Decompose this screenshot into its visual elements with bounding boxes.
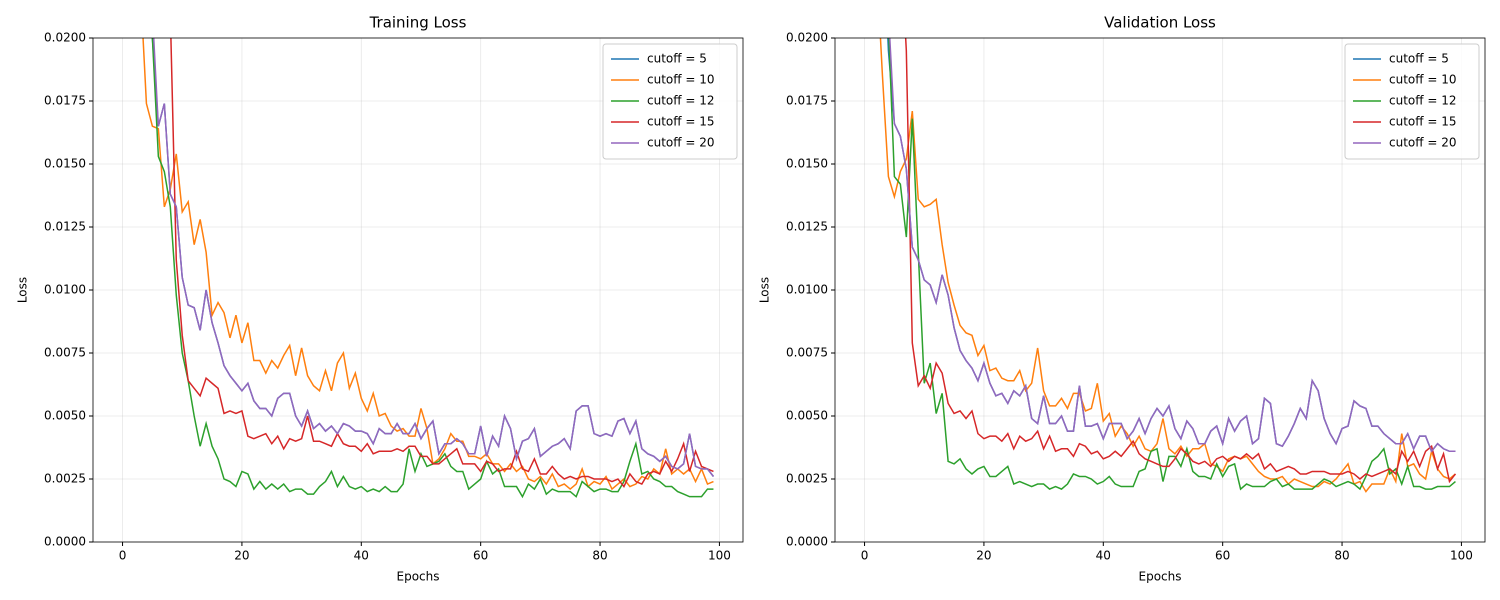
series-line bbox=[142, 38, 714, 491]
y-tick-label: 0.0000 bbox=[786, 535, 828, 549]
axes-frame bbox=[834, 37, 1486, 543]
legend-box bbox=[602, 43, 738, 160]
legend-box bbox=[1344, 43, 1480, 160]
legend: cutoff = 5 cutoff = 10 cutoff = 12 cutoff =… bbox=[602, 43, 738, 160]
x-tick-label: 100 bbox=[708, 549, 731, 563]
chart-title: Validation Loss bbox=[1104, 14, 1216, 32]
y-tick-label: 0.0125 bbox=[44, 220, 86, 234]
legend-label: cutoff = 5 bbox=[647, 52, 707, 66]
x-tick-label: 60 bbox=[1215, 549, 1230, 563]
x-tick-label: 80 bbox=[1334, 549, 1349, 563]
plot-area bbox=[142, 38, 715, 499]
y-tick-label: 0.0025 bbox=[786, 472, 828, 486]
y-tick-label: 0.0175 bbox=[44, 94, 86, 108]
y-tick-label: 0.0075 bbox=[44, 346, 86, 360]
y-tick-label: 0.0150 bbox=[44, 157, 86, 171]
x-tick-label: 0 bbox=[119, 549, 127, 563]
y-tick-label: 0.0000 bbox=[44, 535, 86, 549]
x-tick-label: 0 bbox=[861, 549, 869, 563]
legend-label: cutoff = 15 bbox=[647, 115, 714, 129]
x-tick-label: 60 bbox=[473, 549, 488, 563]
y-tick-label: 0.0175 bbox=[786, 94, 828, 108]
legend-label: cutoff = 10 bbox=[647, 73, 714, 87]
subplot: Validation Loss Epochs Loss 0 20 40 60 80 100 0.0… bbox=[758, 14, 1486, 584]
y-tick-label: 0.0050 bbox=[786, 409, 828, 423]
legend-label: cutoff = 5 bbox=[1389, 52, 1449, 66]
subplot: Training Loss Epochs Loss 0 20 40 60 80 100 0.000… bbox=[16, 14, 744, 584]
series-line bbox=[889, 38, 1456, 453]
y-axis-label: Loss bbox=[16, 277, 30, 303]
y-axis-label: Loss bbox=[758, 277, 772, 303]
y-tick-label: 0.0100 bbox=[786, 283, 828, 297]
x-tick-label: 40 bbox=[354, 549, 369, 563]
y-tick-label: 0.0075 bbox=[786, 346, 828, 360]
legend-label: cutoff = 10 bbox=[1389, 73, 1456, 87]
x-tick-label: 100 bbox=[1450, 549, 1473, 563]
y-tick-label: 0.0125 bbox=[786, 220, 828, 234]
legend-label: cutoff = 15 bbox=[1389, 115, 1456, 129]
legend: cutoff = 5 cutoff = 10 cutoff = 12 cutoff =… bbox=[1344, 43, 1480, 160]
y-tick-label: 0.0200 bbox=[44, 31, 86, 45]
chart-title: Training Loss bbox=[369, 14, 467, 32]
legend-label: cutoff = 12 bbox=[647, 94, 714, 108]
plot-area bbox=[879, 38, 1457, 493]
series-line bbox=[151, 38, 714, 499]
y-tick-label: 0.0200 bbox=[786, 31, 828, 45]
y-tick-label: 0.0050 bbox=[44, 409, 86, 423]
y-tick-label: 0.0100 bbox=[44, 283, 86, 297]
series-line bbox=[152, 38, 715, 477]
x-axis-label: Epochs bbox=[397, 570, 440, 584]
x-axis-label: Epochs bbox=[1139, 570, 1182, 584]
x-tick-label: 20 bbox=[976, 549, 991, 563]
series-line bbox=[879, 38, 1456, 493]
legend-label: cutoff = 20 bbox=[647, 136, 714, 150]
y-tick-label: 0.0025 bbox=[44, 472, 86, 486]
series-line bbox=[170, 38, 714, 488]
x-tick-label: 80 bbox=[592, 549, 607, 563]
x-tick-label: 40 bbox=[1096, 549, 1111, 563]
legend-label: cutoff = 20 bbox=[1389, 136, 1456, 150]
legend-label: cutoff = 12 bbox=[1389, 94, 1456, 108]
x-tick-label: 20 bbox=[234, 549, 249, 563]
series-line bbox=[904, 38, 1457, 484]
axes-frame bbox=[92, 37, 744, 543]
y-tick-label: 0.0150 bbox=[786, 157, 828, 171]
